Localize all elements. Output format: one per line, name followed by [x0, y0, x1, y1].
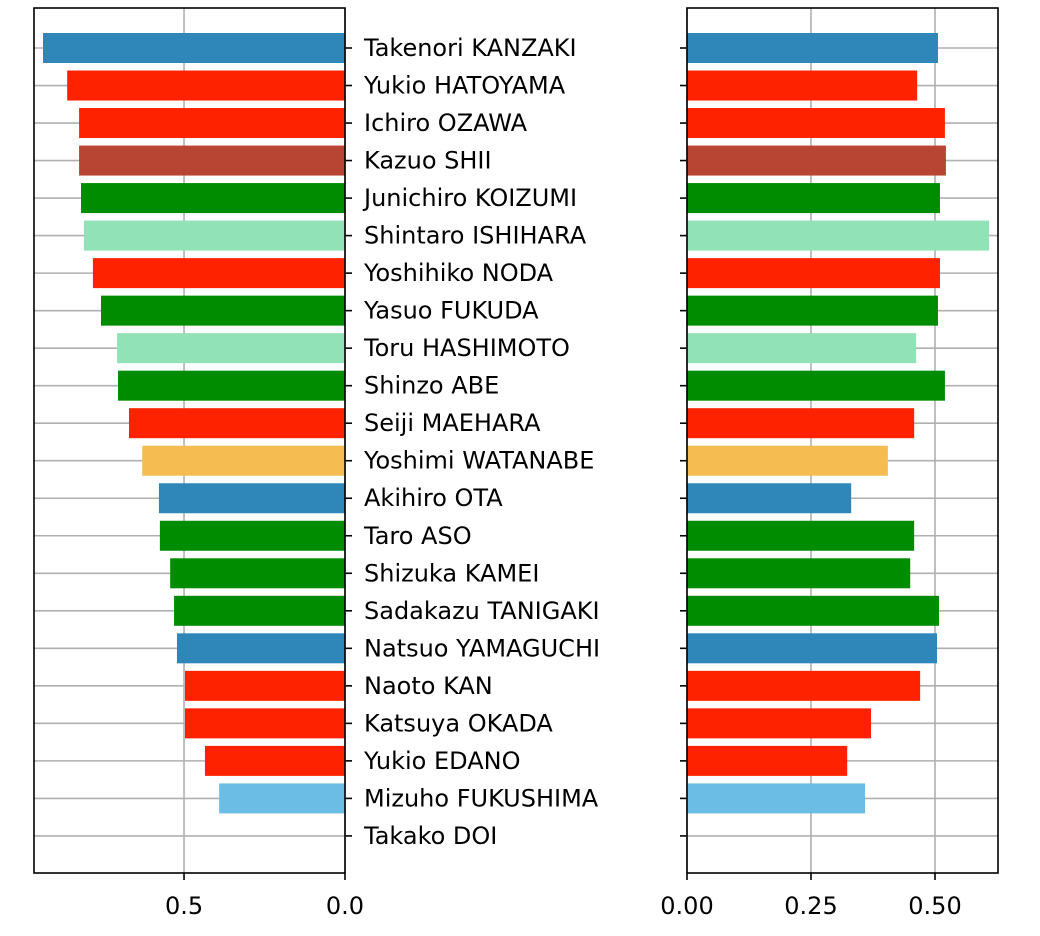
bar	[687, 70, 918, 101]
bar	[687, 520, 915, 551]
category-label: Naoto KAN	[364, 672, 493, 700]
bar	[79, 108, 346, 139]
bar	[687, 408, 915, 439]
category-label: Natsuo YAMAGUCHI	[364, 634, 600, 662]
bar	[687, 745, 848, 776]
bar	[79, 145, 346, 176]
bar	[687, 220, 990, 251]
bar	[184, 670, 345, 701]
bar	[81, 183, 345, 214]
bar	[687, 445, 888, 476]
bar	[118, 370, 345, 401]
bar	[687, 183, 940, 214]
bar	[687, 670, 921, 701]
category-label: Shintaro ISHIHARA	[364, 222, 587, 250]
category-label: Shizuka KAMEI	[364, 559, 539, 587]
bar	[687, 333, 917, 364]
x-tick-label: 0.5	[165, 892, 203, 920]
category-label: Takako DOI	[363, 822, 497, 850]
category-label: Taro ASO	[363, 522, 472, 550]
bar	[687, 708, 872, 739]
bar	[687, 558, 911, 589]
bar	[142, 445, 345, 476]
bar	[159, 520, 345, 551]
category-label: Ichiro OZAWA	[364, 109, 528, 137]
bar	[83, 220, 345, 251]
bar	[687, 145, 946, 176]
category-label: Yoshimi WATANABE	[363, 447, 594, 475]
bar	[184, 708, 345, 739]
bar	[170, 558, 345, 589]
bar	[687, 295, 938, 326]
bar	[158, 483, 345, 514]
bar	[687, 483, 852, 514]
category-label: Takenori KANZAKI	[363, 34, 577, 62]
bar	[100, 295, 345, 326]
category-label: Sadakazu TANIGAKI	[364, 597, 600, 625]
category-label: Toru HASHIMOTO	[363, 334, 570, 362]
category-label: Akihiro OTA	[364, 484, 503, 512]
axes-frame	[33, 7, 346, 874]
category-label: Mizuho FUKUSHIMA	[364, 784, 599, 812]
bar	[219, 783, 345, 814]
bar	[128, 408, 345, 439]
bar	[204, 745, 345, 776]
category-label: Yoshihiko NODA	[363, 259, 554, 287]
bar	[67, 70, 345, 101]
category-label: Seiji MAEHARA	[364, 409, 541, 437]
x-tick-label: 0.25	[784, 892, 837, 920]
bar	[687, 595, 939, 626]
bar	[174, 595, 345, 626]
category-label: Shinzo ABE	[364, 372, 499, 400]
bar	[687, 633, 937, 664]
x-tick-label: 0.00	[660, 892, 713, 920]
bar	[687, 258, 940, 289]
bar	[176, 633, 345, 664]
category-label: Yukio EDANO	[363, 747, 520, 775]
bar	[687, 370, 945, 401]
bar	[687, 33, 938, 63]
x-tick-label: 0.0	[326, 892, 364, 920]
category-label: Yasuo FUKUDA	[363, 297, 539, 325]
category-label: Katsuya OKADA	[364, 709, 553, 737]
category-label: Kazuo SHII	[364, 147, 492, 175]
bar	[687, 783, 866, 814]
bar	[687, 108, 945, 139]
axes-frame	[686, 7, 999, 874]
bar	[92, 258, 346, 289]
x-tick-label: 0.50	[908, 892, 961, 920]
category-label: Junichiro KOIZUMI	[362, 184, 577, 212]
category-label: Yukio HATOYAMA	[363, 72, 566, 100]
bar	[117, 333, 346, 364]
bar	[43, 33, 345, 63]
